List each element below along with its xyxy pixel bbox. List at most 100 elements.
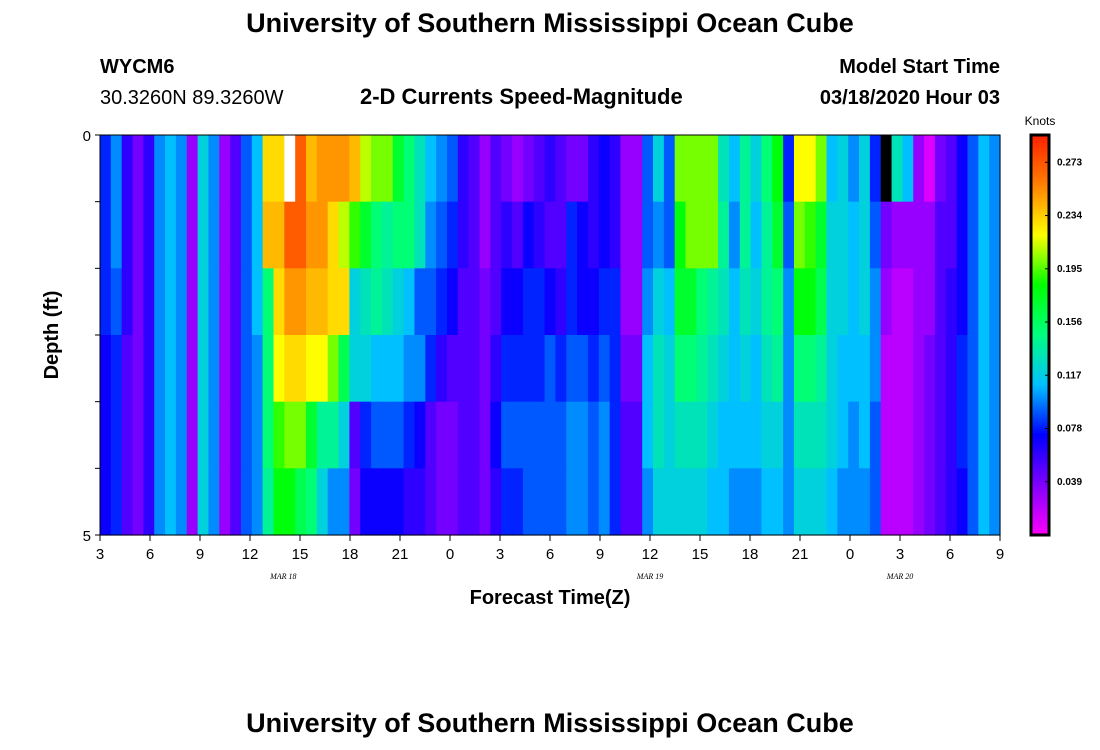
heatmap-cell <box>674 201 687 269</box>
heatmap-cell <box>501 335 513 403</box>
heatmap-cell <box>555 401 567 469</box>
heatmap-cell <box>880 335 893 403</box>
heatmap-cell <box>804 135 817 203</box>
heatmap-cell <box>457 201 470 269</box>
colorbar-segment <box>1031 377 1049 380</box>
colorbar-segment <box>1031 517 1049 520</box>
heatmap-cell <box>306 468 318 536</box>
colorbar-segment <box>1031 141 1049 144</box>
heatmap-cell <box>815 401 828 469</box>
heatmap-cell <box>978 201 990 269</box>
colorbar-segment <box>1031 277 1049 280</box>
heatmap-cell <box>251 468 264 536</box>
heatmap-cell <box>240 135 253 203</box>
heatmap-cell <box>913 335 925 403</box>
heatmap-cell <box>522 201 535 269</box>
heatmap-cell <box>110 135 123 203</box>
heatmap-cell <box>663 201 676 269</box>
heatmap-cell <box>512 335 524 403</box>
heatmap-cell <box>544 135 557 203</box>
heatmap-cell <box>837 335 849 403</box>
colorbar-segment <box>1031 213 1049 216</box>
heatmap-cell <box>165 335 177 403</box>
heatmap-cell <box>880 201 893 269</box>
heatmap-cell <box>154 268 166 336</box>
colorbar-segment <box>1031 265 1049 268</box>
heatmap-cell <box>154 335 166 403</box>
heatmap-cell <box>587 201 600 269</box>
heatmap-cell <box>945 401 958 469</box>
colorbar-segment <box>1031 347 1049 350</box>
heatmap-cell <box>273 335 285 403</box>
heatmap-cell <box>934 468 947 536</box>
colorbar-segment <box>1031 167 1049 170</box>
heatmap-cell <box>175 468 188 536</box>
colorbar-segment <box>1031 175 1049 178</box>
colorbar-tick-label: 0.039 <box>1057 477 1082 488</box>
colorbar-segment <box>1031 455 1049 458</box>
heatmap-cell <box>360 135 372 203</box>
colorbar-segment <box>1031 157 1049 160</box>
colorbar-segment <box>1031 219 1049 222</box>
heatmap-cell <box>967 268 979 336</box>
heatmap-cell <box>924 201 936 269</box>
heatmap-cell <box>739 201 752 269</box>
x-tick-label: 3 <box>496 546 504 563</box>
colorbar-segment <box>1031 387 1049 390</box>
heatmap-cell <box>186 201 199 269</box>
heatmap-cell <box>132 268 144 336</box>
heatmap-cell <box>663 468 676 536</box>
heatmap-cell <box>197 468 210 536</box>
heatmap-cell <box>425 135 437 203</box>
heatmap-cell <box>696 201 708 269</box>
colorbar-segment <box>1031 363 1049 366</box>
heatmap-cell <box>869 135 882 203</box>
heatmap-cell <box>978 335 990 403</box>
heatmap-cell <box>577 401 589 469</box>
colorbar-segment <box>1031 313 1049 316</box>
heatmap-cell <box>251 401 264 469</box>
colorbar-segment <box>1031 337 1049 340</box>
colorbar-segment <box>1031 311 1049 314</box>
heatmap-cell <box>381 201 394 269</box>
heatmap-cell <box>230 335 242 403</box>
colorbar-segment <box>1031 453 1049 456</box>
heatmap-cell <box>956 401 969 469</box>
heatmap-cell <box>457 135 470 203</box>
heatmap-cell <box>110 201 123 269</box>
heatmap-cell <box>989 335 1001 403</box>
heatmap-cell <box>924 268 936 336</box>
colorbar-segment <box>1031 207 1049 210</box>
colorbar-segment <box>1031 477 1049 480</box>
heatmap-cell <box>316 401 329 469</box>
colorbar-segment <box>1031 139 1049 142</box>
model-start-label: Model Start Time <box>839 56 1000 78</box>
date-label: MAR 19 <box>636 572 663 581</box>
heatmap-cell <box>208 268 220 336</box>
y-tick-label: 5 <box>83 528 91 545</box>
heatmap-cell <box>793 135 806 203</box>
colorbar-segment <box>1031 479 1049 482</box>
heatmap-cell <box>457 401 470 469</box>
colorbar-segment <box>1031 251 1049 254</box>
heatmap-cell <box>121 201 134 269</box>
heatmap-cell <box>555 135 567 203</box>
heatmap-cell <box>327 268 340 336</box>
colorbar-segment <box>1031 137 1049 140</box>
heatmap-cell <box>468 401 481 469</box>
colorbar-segment <box>1031 325 1049 328</box>
station-id: WYCM6 <box>100 56 175 78</box>
heatmap-cell <box>934 335 947 403</box>
heatmap-cell <box>815 268 828 336</box>
colorbar-segment <box>1031 345 1049 348</box>
heatmap-cell <box>295 468 307 536</box>
heatmap-cell <box>587 268 600 336</box>
heatmap-cell <box>501 135 513 203</box>
colorbar-segment <box>1031 459 1049 462</box>
heatmap-cell <box>653 268 665 336</box>
heatmap-cell <box>956 135 969 203</box>
heatmap-cell <box>674 401 687 469</box>
heatmap-cell <box>620 335 632 403</box>
heatmap-cell <box>327 201 340 269</box>
